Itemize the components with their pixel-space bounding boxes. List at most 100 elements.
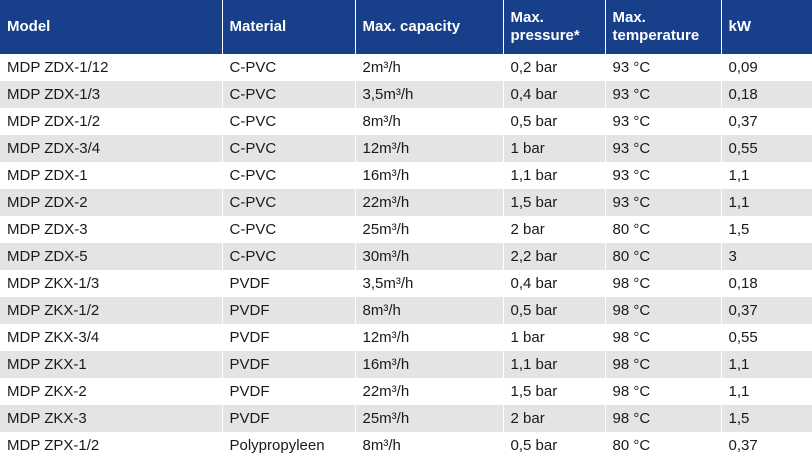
cell-max-temperature: 93 °C (605, 162, 722, 189)
cell-kw: 0,37 (721, 108, 812, 135)
header-kw: kW (721, 0, 812, 54)
cell-model: MDP ZKX-1/3 (0, 270, 223, 297)
cell-max-temperature: 93 °C (605, 135, 722, 162)
cell-max-pressure: 0,4 bar (503, 270, 606, 297)
cell-material: PVDF (222, 324, 356, 351)
cell-kw: 0,55 (721, 324, 812, 351)
cell-max-pressure: 0,4 bar (503, 81, 606, 108)
cell-material: PVDF (222, 378, 356, 405)
header-max-capacity: Max. capacity (355, 0, 504, 54)
cell-model: MDP ZDX-1/2 (0, 108, 223, 135)
table-row: MDP ZDX-3 C-PVC 25m³/h 2 bar 80 °C 1,5 (0, 216, 812, 243)
table-row: MDP ZPX-1/2 Polypropyleen 8m³/h 0,5 bar 80 °… (0, 432, 812, 459)
cell-max-capacity: 12m³/h (355, 324, 504, 351)
cell-kw: 1,1 (721, 351, 812, 378)
cell-max-pressure: 0,5 bar (503, 432, 606, 459)
cell-material: C-PVC (222, 81, 356, 108)
header-max-pressure: Max. pressure* (503, 0, 606, 54)
cell-max-pressure: 2 bar (503, 216, 606, 243)
table-row: MDP ZDX-3/4 C-PVC 12m³/h 1 bar 93 °C 0,55 (0, 135, 812, 162)
cell-model: MDP ZDX-2 (0, 189, 223, 216)
cell-max-temperature: 80 °C (605, 432, 722, 459)
cell-material: C-PVC (222, 243, 356, 270)
cell-max-pressure: 0,5 bar (503, 108, 606, 135)
cell-max-pressure: 0,2 bar (503, 54, 606, 81)
cell-max-capacity: 22m³/h (355, 189, 504, 216)
cell-model: MDP ZKX-1/2 (0, 297, 223, 324)
table-row: MDP ZDX-5 C-PVC 30m³/h 2,2 bar 80 °C 3 (0, 243, 812, 270)
cell-material: C-PVC (222, 189, 356, 216)
cell-material: C-PVC (222, 162, 356, 189)
cell-max-temperature: 80 °C (605, 243, 722, 270)
cell-max-pressure: 2,2 bar (503, 243, 606, 270)
header-max-pressure-line-1: Max. (510, 9, 544, 26)
cell-model: MDP ZPX-1/2 (0, 432, 223, 459)
header-max-temperature-line-2: temperature (612, 27, 700, 44)
cell-kw: 0,37 (721, 432, 812, 459)
cell-kw: 3 (721, 243, 812, 270)
header-material-line-1: Material (229, 18, 287, 35)
cell-max-pressure: 1 bar (503, 324, 606, 351)
cell-kw: 1,5 (721, 216, 812, 243)
cell-max-capacity: 30m³/h (355, 243, 504, 270)
table-row: MDP ZDX-1/12 C-PVC 2m³/h 0,2 bar 93 °C 0,09 (0, 54, 812, 81)
header-max-temperature-line-1: Max. (612, 9, 646, 26)
cell-material: Polypropyleen (222, 432, 356, 459)
header-model-line-1: Model (7, 18, 51, 35)
header-max-pressure-line-2: pressure* (510, 27, 580, 44)
cell-model: MDP ZKX-3 (0, 405, 223, 432)
cell-model: MDP ZKX-2 (0, 378, 223, 405)
header-kw-line-1: kW (728, 18, 752, 35)
cell-model: MDP ZDX-1/3 (0, 81, 223, 108)
cell-model: MDP ZDX-5 (0, 243, 223, 270)
cell-kw: 0,09 (721, 54, 812, 81)
cell-kw: 0,18 (721, 81, 812, 108)
cell-max-capacity: 22m³/h (355, 378, 504, 405)
table-row: MDP ZDX-1/2 C-PVC 8m³/h 0,5 bar 93 °C 0,37 (0, 108, 812, 135)
cell-max-temperature: 98 °C (605, 351, 722, 378)
cell-max-capacity: 8m³/h (355, 432, 504, 459)
cell-max-temperature: 93 °C (605, 81, 722, 108)
cell-max-pressure: 1,1 bar (503, 351, 606, 378)
cell-material: C-PVC (222, 216, 356, 243)
cell-max-temperature: 93 °C (605, 189, 722, 216)
cell-max-capacity: 25m³/h (355, 405, 504, 432)
cell-material: PVDF (222, 297, 356, 324)
cell-max-pressure: 1,5 bar (503, 189, 606, 216)
table-row: MDP ZKX-3/4 PVDF 12m³/h 1 bar 98 °C 0,55 (0, 324, 812, 351)
cell-max-capacity: 8m³/h (355, 108, 504, 135)
header-material: Material (222, 0, 356, 54)
cell-max-capacity: 3,5m³/h (355, 81, 504, 108)
cell-max-pressure: 1,1 bar (503, 162, 606, 189)
cell-max-temperature: 98 °C (605, 405, 722, 432)
cell-max-capacity: 8m³/h (355, 297, 504, 324)
table-row: MDP ZDX-1 C-PVC 16m³/h 1,1 bar 93 °C 1,1 (0, 162, 812, 189)
cell-material: C-PVC (222, 108, 356, 135)
table-row: MDP ZKX-1 PVDF 16m³/h 1,1 bar 98 °C 1,1 (0, 351, 812, 378)
header-max-capacity-line-1: Max. capacity (362, 18, 461, 35)
table-row: MDP ZKX-3 PVDF 25m³/h 2 bar 98 °C 1,5 (0, 405, 812, 432)
cell-max-pressure: 2 bar (503, 405, 606, 432)
cell-model: MDP ZDX-3/4 (0, 135, 223, 162)
cell-max-temperature: 93 °C (605, 54, 722, 81)
cell-kw: 0,18 (721, 270, 812, 297)
cell-material: PVDF (222, 351, 356, 378)
cell-kw: 1,5 (721, 405, 812, 432)
header-max-temperature: Max. temperature (605, 0, 722, 54)
pump-spec-table: Model Material Max. capacity Max. pressur… (0, 0, 812, 459)
cell-max-temperature: 98 °C (605, 324, 722, 351)
cell-model: MDP ZKX-1 (0, 351, 223, 378)
cell-max-pressure: 0,5 bar (503, 297, 606, 324)
cell-max-capacity: 12m³/h (355, 135, 504, 162)
cell-max-capacity: 3,5m³/h (355, 270, 504, 297)
cell-model: MDP ZDX-3 (0, 216, 223, 243)
table-body: MDP ZDX-1/12 C-PVC 2m³/h 0,2 bar 93 °C 0,09 MD… (0, 54, 812, 459)
table-header: Model Material Max. capacity Max. pressur… (0, 0, 812, 54)
cell-material: PVDF (222, 405, 356, 432)
cell-max-capacity: 2m³/h (355, 54, 504, 81)
cell-max-capacity: 25m³/h (355, 216, 504, 243)
cell-material: PVDF (222, 270, 356, 297)
header-model: Model (0, 0, 223, 54)
cell-max-capacity: 16m³/h (355, 162, 504, 189)
table-row: MDP ZDX-2 C-PVC 22m³/h 1,5 bar 93 °C 1,1 (0, 189, 812, 216)
